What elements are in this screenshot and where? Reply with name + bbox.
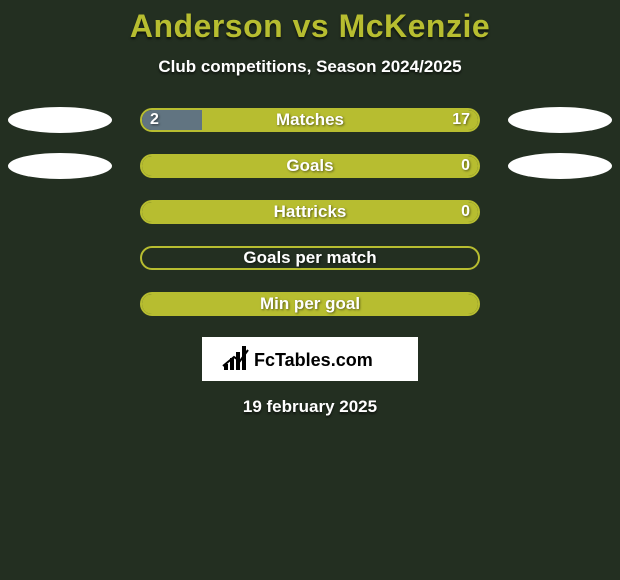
stat-bar-left: [142, 156, 478, 176]
team-badge-right: [508, 153, 612, 179]
fctables-icon: FcTables.com: [220, 344, 400, 374]
stats-rows: Matches217 Goals0 Hattricks0 Goals per matc…: [0, 107, 620, 317]
stat-row: Hattricks0: [0, 199, 620, 225]
team-badge-right: [508, 107, 612, 133]
stat-bar-left: [142, 294, 478, 314]
team-badge-left: [8, 107, 112, 133]
footer-logo: FcTables.com: [202, 337, 418, 381]
stat-bar: [140, 246, 480, 270]
footer-date: 19 february 2025: [0, 397, 620, 417]
footer-logo-text: FcTables.com: [254, 350, 373, 370]
stat-bar: [140, 108, 480, 132]
stat-row: Goals per match: [0, 245, 620, 271]
team-badge-left: [8, 153, 112, 179]
stat-bar: [140, 154, 480, 178]
page-title: Anderson vs McKenzie: [0, 8, 620, 45]
stat-bar: [140, 292, 480, 316]
stat-bar-left: [142, 110, 202, 130]
stat-row: Matches217: [0, 107, 620, 133]
stat-bar: [140, 200, 480, 224]
stat-bar-right: [202, 110, 478, 130]
comparison-widget: Anderson vs McKenzie Club competitions, …: [0, 0, 620, 417]
page-subtitle: Club competitions, Season 2024/2025: [0, 57, 620, 77]
stat-row: Goals0: [0, 153, 620, 179]
stat-row: Min per goal: [0, 291, 620, 317]
stat-bar-left: [142, 202, 478, 222]
